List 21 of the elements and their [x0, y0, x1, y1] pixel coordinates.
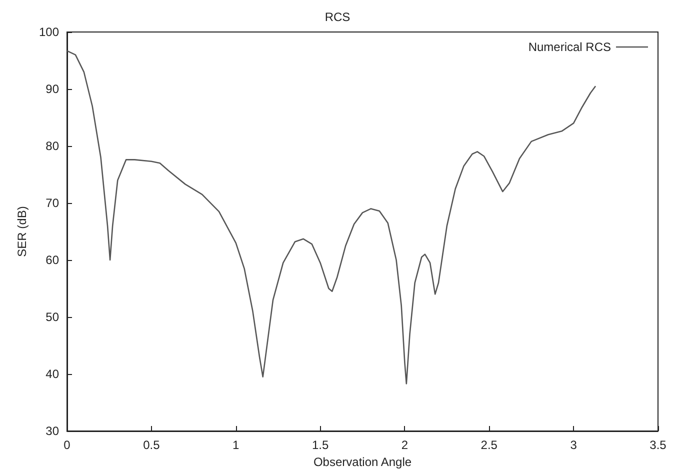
y-tick-label: 100	[38, 25, 60, 39]
x-tick-label: 1.5	[312, 438, 329, 452]
y-tick-label: 80	[46, 139, 60, 153]
y-tick-label: 40	[46, 367, 60, 381]
x-tick-label: 2.5	[480, 438, 498, 452]
legend-label: Numerical RCS	[528, 40, 611, 54]
x-tick-label: 1	[232, 438, 240, 452]
y-axis-title: SER (dB)	[15, 206, 30, 257]
x-tick-label: 2	[401, 438, 408, 452]
x-tick-label: 0.5	[143, 438, 160, 452]
y-tick-label: 50	[46, 310, 60, 324]
x-axis-title: Observation Angle	[313, 454, 412, 469]
x-tick-label: 3.5	[650, 438, 667, 452]
x-tick-label: 0	[64, 438, 71, 452]
chart-title: RCS	[324, 10, 350, 24]
line-series	[66, 50, 596, 384]
x-tick-label: 3	[570, 438, 578, 452]
y-tick-label: 90	[46, 82, 60, 96]
y-tick-label: 60	[46, 253, 60, 267]
y-tick-label: 30	[46, 424, 60, 438]
y-tick-label: 70	[46, 196, 60, 210]
